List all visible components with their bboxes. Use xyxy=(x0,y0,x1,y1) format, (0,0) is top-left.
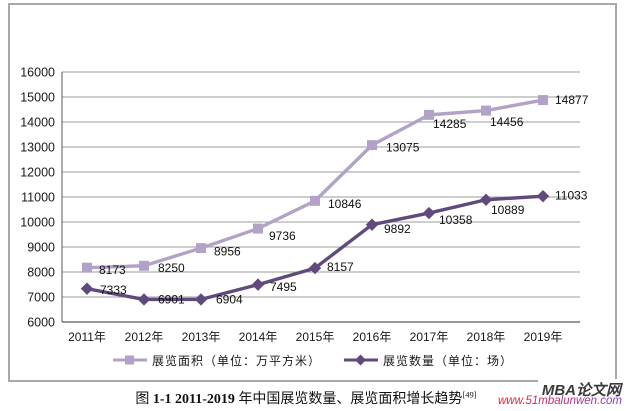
caption-reference-mark: [49] xyxy=(462,389,477,400)
figure-caption: 图 1-1 2011-2019 年中国展览数量、展览面积增长趋势[49] xyxy=(0,388,612,408)
legend-marker-area-icon xyxy=(112,355,147,365)
legend-item-count: 展览数量（单位：场） xyxy=(343,352,513,369)
legend-label-area: 展览面积（单位：万平方米） xyxy=(151,353,321,368)
chart-frame xyxy=(8,3,617,382)
watermark-brand: MBA论文网 xyxy=(537,379,621,400)
legend-item-area: 展览面积（单位：万平方米） xyxy=(112,352,321,369)
legend-marker-count-icon xyxy=(344,354,378,366)
caption-text: 年中国展览数量、展览面积增长趋势 xyxy=(238,392,463,407)
chart-legend: 展览面积（单位：万平方米） 展览数量（单位：场） xyxy=(8,351,617,369)
legend-label-count: 展览数量（单位：场） xyxy=(383,353,514,368)
watermark-url[interactable]: www.51mbalunwen.com xyxy=(498,395,623,407)
caption-prefix: 图 xyxy=(135,392,153,407)
caption-figure-number: 1-1 2011-2019 xyxy=(152,392,239,407)
